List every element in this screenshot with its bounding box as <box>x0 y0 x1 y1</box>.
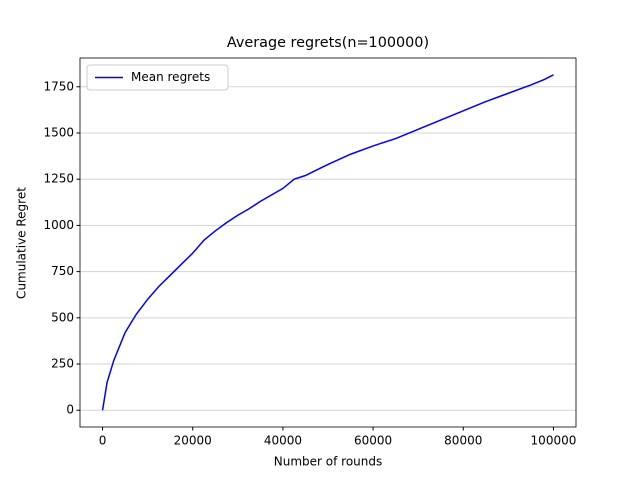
chart-title: Average regrets(n=100000) <box>227 35 429 51</box>
y-tick-label: 1250 <box>43 172 74 186</box>
x-tick-label: 20000 <box>174 434 212 448</box>
x-tick-label: 40000 <box>264 434 302 448</box>
y-tick-label: 250 <box>51 357 74 371</box>
y-tick-label: 500 <box>51 310 74 324</box>
y-tick-label: 0 <box>66 403 74 417</box>
x-axis-label: Number of rounds <box>274 455 383 469</box>
legend-label: Mean regrets <box>131 70 210 84</box>
x-tick-label: 60000 <box>354 434 392 448</box>
legend-box <box>86 64 229 91</box>
x-tick-label: 80000 <box>444 434 482 448</box>
line <box>101 74 554 411</box>
x-tick-label: 100000 <box>531 434 577 448</box>
y-axis-label: Cumulative Regret <box>15 187 29 299</box>
y-tick-label: 1500 <box>43 125 74 139</box>
y-tick-label: 1750 <box>43 79 74 93</box>
y-tick-label: 1000 <box>43 218 74 232</box>
y-tick-label: 750 <box>51 264 74 278</box>
plot-frame <box>79 57 577 428</box>
x-tick-label: 0 <box>99 434 107 448</box>
